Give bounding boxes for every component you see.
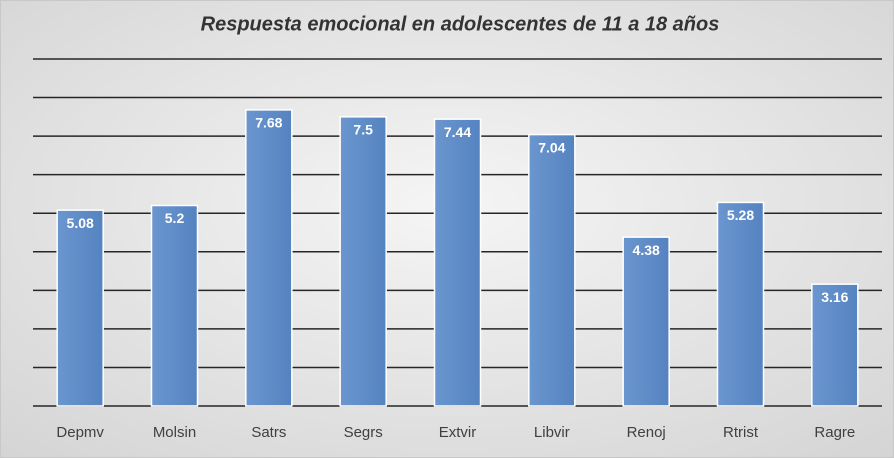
data-label: 3.16 <box>821 289 848 305</box>
bar <box>339 116 387 407</box>
bar <box>150 204 199 407</box>
data-label: 5.28 <box>727 207 754 223</box>
data-label: 5.08 <box>67 215 94 231</box>
data-label: 7.5 <box>353 122 373 138</box>
bar <box>528 133 576 407</box>
x-tick-label: Renoj <box>627 424 666 441</box>
x-tick-label: Depmv <box>56 424 104 441</box>
x-tick-label: Libvir <box>534 424 570 441</box>
x-tick-label: Satrs <box>251 424 286 441</box>
x-tick-label: Extvir <box>439 424 477 441</box>
data-label: 7.68 <box>255 115 282 131</box>
data-label: 7.44 <box>444 124 471 140</box>
chart-title: Respuesta emocional en adolescentes de 1… <box>201 13 720 35</box>
data-label: 4.38 <box>633 242 660 258</box>
bar <box>716 201 765 407</box>
bar <box>433 118 482 407</box>
data-label: 5.2 <box>165 210 185 226</box>
data-label: 7.04 <box>538 139 565 155</box>
bar <box>245 109 293 407</box>
x-tick-label: Segrs <box>344 424 383 441</box>
bar <box>622 236 670 407</box>
x-tick-label: Ragre <box>814 424 855 441</box>
bar <box>811 283 859 407</box>
bar <box>56 209 104 407</box>
x-tick-label: Molsin <box>153 424 196 441</box>
x-tick-label: Rtrist <box>723 424 759 441</box>
